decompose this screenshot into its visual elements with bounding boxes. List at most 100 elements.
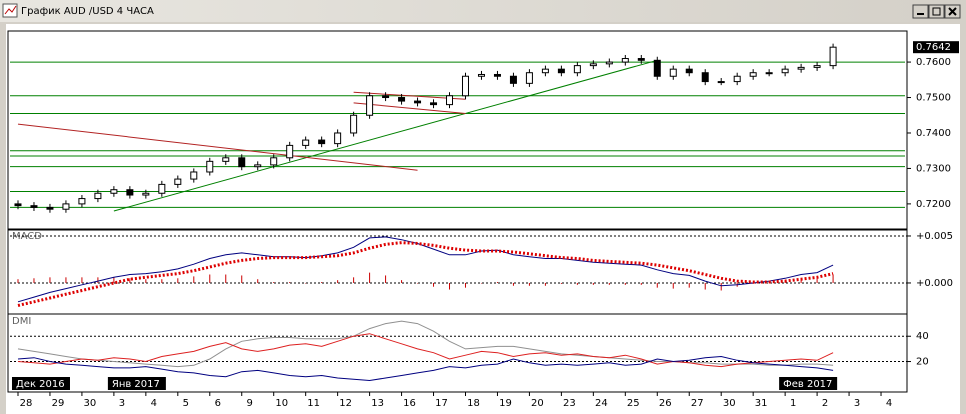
x-tick-label: 31 <box>755 398 768 409</box>
close-icon <box>948 7 957 16</box>
x-tick-label: 24 <box>595 398 608 409</box>
candle-body <box>110 189 118 194</box>
x-tick-label: 30 <box>723 398 736 409</box>
x-tick-label: 26 <box>659 398 672 409</box>
y-tick-label: +0.000 <box>916 278 953 289</box>
histogram-bar <box>289 282 291 283</box>
x-tick-label: 6 <box>215 398 221 409</box>
x-tick-label: 9 <box>247 398 253 409</box>
histogram-bar <box>624 282 626 285</box>
x-tick-label: 12 <box>339 398 352 409</box>
candle-body <box>142 192 150 196</box>
x-tick-label: 23 <box>563 398 576 409</box>
month-label: Янв 2017 <box>112 379 160 390</box>
candle-body <box>557 68 565 74</box>
candle-body <box>430 102 438 106</box>
month-label: Фев 2017 <box>783 379 832 390</box>
candle-body <box>94 192 102 200</box>
candle-body <box>62 203 70 210</box>
histogram-bar <box>656 282 658 288</box>
histogram-bar <box>417 282 419 284</box>
candle-body <box>685 68 693 74</box>
candle-body <box>605 61 613 65</box>
candle-body <box>302 139 310 146</box>
histogram-bar <box>33 278 35 283</box>
candle-body <box>206 160 214 173</box>
candle-body <box>190 171 198 180</box>
candle-body <box>541 68 549 74</box>
histogram-bar <box>496 282 498 283</box>
title-bar <box>0 0 966 22</box>
y-tick-label: 40 <box>916 331 929 342</box>
candle-body <box>126 189 134 196</box>
candle-body <box>717 81 725 84</box>
histogram-bar <box>257 279 259 283</box>
series-line <box>17 241 834 307</box>
window-buttons[interactable] <box>912 4 961 19</box>
candle-body <box>270 157 278 166</box>
minimize-button[interactable] <box>912 4 929 19</box>
histogram-bar <box>273 282 275 283</box>
x-tick-label: 20 <box>531 398 544 409</box>
histogram-bar <box>81 277 83 283</box>
candle-body <box>701 72 709 83</box>
histogram-bar <box>576 282 578 285</box>
last-price-box <box>913 41 959 54</box>
chart-area <box>6 24 960 414</box>
histogram-bar <box>209 274 211 283</box>
x-tick-label: 2 <box>822 398 828 409</box>
histogram-bar <box>720 282 722 291</box>
x-tick-label: 25 <box>627 398 640 409</box>
candle-body <box>398 97 406 102</box>
candle-body <box>477 73 485 77</box>
candle-body <box>222 157 230 162</box>
month-label: Дек 2016 <box>16 379 65 390</box>
histogram-bar <box>129 278 131 283</box>
histogram-bar <box>640 282 642 285</box>
x-tick-label: 11 <box>307 398 320 409</box>
candle-body <box>573 65 581 74</box>
candle-body <box>382 95 390 99</box>
candle-body <box>334 132 342 145</box>
histogram-bar <box>385 275 387 283</box>
candle-body <box>254 164 262 168</box>
candle-body <box>749 72 757 77</box>
histogram-bar <box>161 279 163 283</box>
maximize-button[interactable] <box>928 4 945 19</box>
histogram-bar <box>177 278 179 283</box>
histogram-bar <box>560 282 562 284</box>
x-tick-label: 5 <box>183 398 189 409</box>
x-tick-label: 28 <box>20 398 33 409</box>
histogram-bar <box>65 277 67 283</box>
candle-body <box>621 58 629 63</box>
candle-body <box>238 157 246 168</box>
histogram-bar <box>113 277 115 283</box>
histogram-bar <box>464 282 466 288</box>
x-tick-label: 19 <box>499 398 512 409</box>
candle-body <box>765 72 773 75</box>
candle-body <box>414 100 422 104</box>
x-tick-label: 13 <box>371 398 384 409</box>
histogram-bar <box>17 279 19 283</box>
candle-body <box>797 66 805 70</box>
candle-body <box>158 183 166 194</box>
histogram-bar <box>97 277 99 283</box>
candle-body <box>446 95 454 106</box>
series-line <box>17 333 834 368</box>
histogram-bar <box>528 282 530 286</box>
trend-line <box>113 59 658 212</box>
x-tick-label: 29 <box>52 398 65 409</box>
y-tick-label: 0.7400 <box>916 128 951 139</box>
x-tick-label: 30 <box>84 398 97 409</box>
window-icon-line <box>4 5 17 15</box>
candle-body <box>669 68 677 77</box>
series-line <box>17 236 834 303</box>
candle-body <box>350 114 358 134</box>
x-tick-label: 1 <box>790 398 796 409</box>
candle-body <box>14 203 22 207</box>
series-line <box>17 355 834 382</box>
candle-body <box>781 68 789 74</box>
window-title: График AUD /USD 4 ЧАСА <box>21 6 154 17</box>
panel-title: DMI <box>12 316 31 327</box>
